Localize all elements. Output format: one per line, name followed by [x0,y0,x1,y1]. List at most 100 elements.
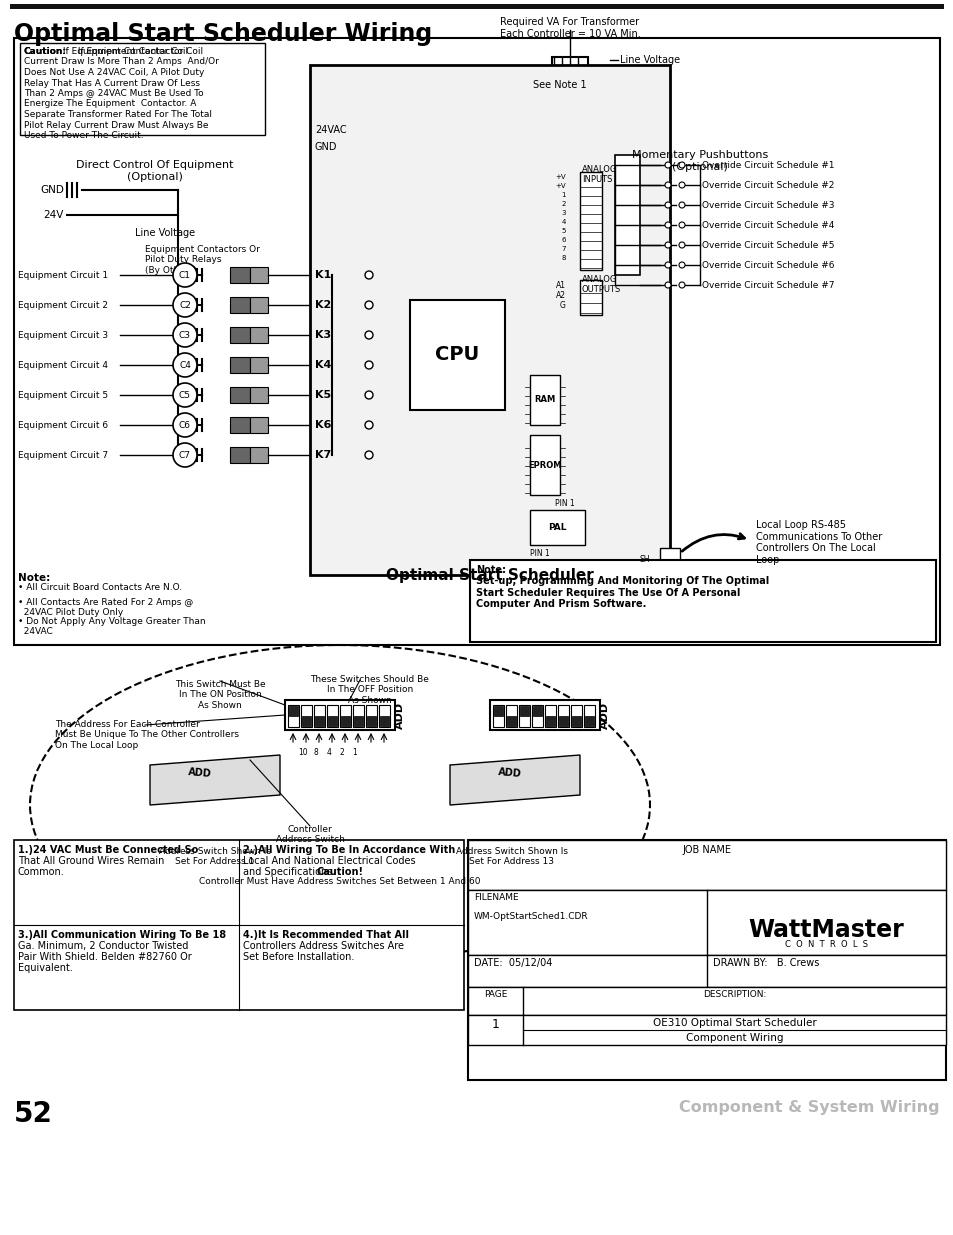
Text: CPU: CPU [435,346,479,364]
Text: Set-up, Programming And Monitoring Of The Optimal
Start Scheduler Requires The U: Set-up, Programming And Monitoring Of Th… [476,576,768,609]
Circle shape [172,324,196,347]
Text: Equipment Circuit 1: Equipment Circuit 1 [18,270,108,279]
Circle shape [365,301,373,309]
Bar [468,890,945,955]
Text: Set Before Installation.: Set Before Installation. [243,952,354,962]
Text: Override Circuit Schedule #2: Override Circuit Schedule #2 [701,180,834,189]
Text: OE310 Optimal Start Scheduler: OE310 Optimal Start Scheduler [652,1018,816,1028]
Bar [493,705,503,727]
Bar [584,716,594,726]
Text: FILENAME: FILENAME [474,893,518,902]
Bar [230,447,250,463]
Bar [572,716,580,726]
Text: Equipment Circuit 3: Equipment Circuit 3 [18,331,108,340]
Bar [615,156,639,275]
Text: 1: 1 [491,1018,499,1031]
Bar [379,716,389,726]
Text: Note:: Note: [18,573,51,583]
Text: Equipment Circuit 7: Equipment Circuit 7 [18,451,108,459]
Circle shape [172,383,196,408]
Text: Pilot Relay Current Draw Must Always Be: Pilot Relay Current Draw Must Always Be [24,121,209,130]
Bar [519,706,529,716]
Bar [310,65,669,576]
Text: A2: A2 [556,290,565,300]
Text: 10: 10 [298,748,308,757]
Bar [366,705,376,727]
Text: Equipment Circuit 2: Equipment Circuit 2 [18,300,108,310]
Text: 24V: 24V [44,210,64,220]
Bar [302,716,311,726]
Text: K5: K5 [314,390,331,400]
Bar [579,280,601,315]
Bar [230,296,250,312]
Text: 24VAC: 24VAC [314,125,346,135]
Circle shape [664,203,670,207]
Bar [328,716,336,726]
Text: K3: K3 [314,330,331,340]
Text: Controller Must Have Address Switches Set Between 1 And 60: Controller Must Have Address Switches Se… [199,877,480,885]
Text: Required VA For Transformer
Each Controller = 10 VA Min.: Required VA For Transformer Each Control… [499,17,639,38]
Bar [490,700,599,730]
Bar [518,705,530,727]
Text: Current Draw Is More Than 2 Amps  And/Or: Current Draw Is More Than 2 Amps And/Or [24,58,218,67]
Text: Equipment Circuit 5: Equipment Circuit 5 [18,390,108,399]
Circle shape [664,222,670,228]
Text: PIN 1: PIN 1 [555,499,574,508]
Bar [470,559,935,642]
Text: Equipment Contactors Or
Pilot Duty Relays
(By Others): Equipment Contactors Or Pilot Duty Relay… [145,245,259,275]
Bar [533,706,541,716]
Bar [250,447,268,463]
Bar [353,705,364,727]
Bar [583,705,595,727]
Text: DRAWN BY:   B. Crews: DRAWN BY: B. Crews [712,958,819,968]
Bar [558,705,568,727]
Text: Override Circuit Schedule #3: Override Circuit Schedule #3 [701,200,834,210]
Text: • All Contacts Are Rated For 2 Amps @
  24VAC Pilot Duty Only: • All Contacts Are Rated For 2 Amps @ 24… [18,598,193,618]
Bar [14,38,939,645]
Text: Pair With Shield. Belden #82760 Or: Pair With Shield. Belden #82760 Or [18,952,192,962]
Bar [230,387,250,403]
Text: 2.)All Wiring To Be In Accordance With: 2.)All Wiring To Be In Accordance With [243,845,455,855]
Text: C5: C5 [179,390,191,399]
Bar [532,705,542,727]
Text: Relay That Has A Current Draw Of Less: Relay That Has A Current Draw Of Less [24,79,200,88]
Circle shape [679,182,684,188]
Bar [494,706,502,716]
Bar [545,716,555,726]
Text: 8: 8 [561,254,565,261]
Bar [339,705,351,727]
Text: Common.: Common. [18,867,65,877]
Bar [250,417,268,433]
Text: Caution!: Caution! [316,867,363,877]
Bar [367,716,375,726]
Bar [230,417,250,433]
Circle shape [664,282,670,288]
Text: DATE:  05/12/04: DATE: 05/12/04 [474,958,552,968]
Circle shape [679,222,684,228]
Text: See Note 1: See Note 1 [533,80,586,90]
Text: ADD: ADD [188,767,212,779]
Circle shape [172,412,196,437]
Bar [468,987,945,1015]
Bar [314,705,325,727]
Text: 4: 4 [561,219,565,225]
Text: Optimal Start Scheduler: Optimal Start Scheduler [386,568,594,583]
Bar [354,716,363,726]
Text: • All Circuit Board Contacts Are N.O.: • All Circuit Board Contacts Are N.O. [18,583,182,592]
Text: C4: C4 [179,361,191,369]
Text: PIN 1: PIN 1 [530,550,549,558]
Text: C  O  N  T  R  O  L  S: C O N T R O L S [784,940,867,948]
Bar [468,840,945,1079]
Text: The Address For Each Controller
Must Be Unique To The Other Controllers
On The L: The Address For Each Controller Must Be … [55,720,239,750]
Text: Line Voltage: Line Voltage [135,228,195,238]
Text: 6: 6 [561,237,565,243]
Text: JOB NAME: JOB NAME [681,845,731,855]
Text: 7: 7 [561,246,565,252]
Circle shape [365,270,373,279]
Bar [289,706,297,716]
Text: 3: 3 [561,210,565,216]
Circle shape [172,443,196,467]
Bar [250,296,268,312]
Text: 3.)All Communication Wiring To Be 18: 3.)All Communication Wiring To Be 18 [18,930,226,940]
Text: Address Switch Shown Is
Set For Address 1: Address Switch Shown Is Set For Address … [159,847,271,867]
